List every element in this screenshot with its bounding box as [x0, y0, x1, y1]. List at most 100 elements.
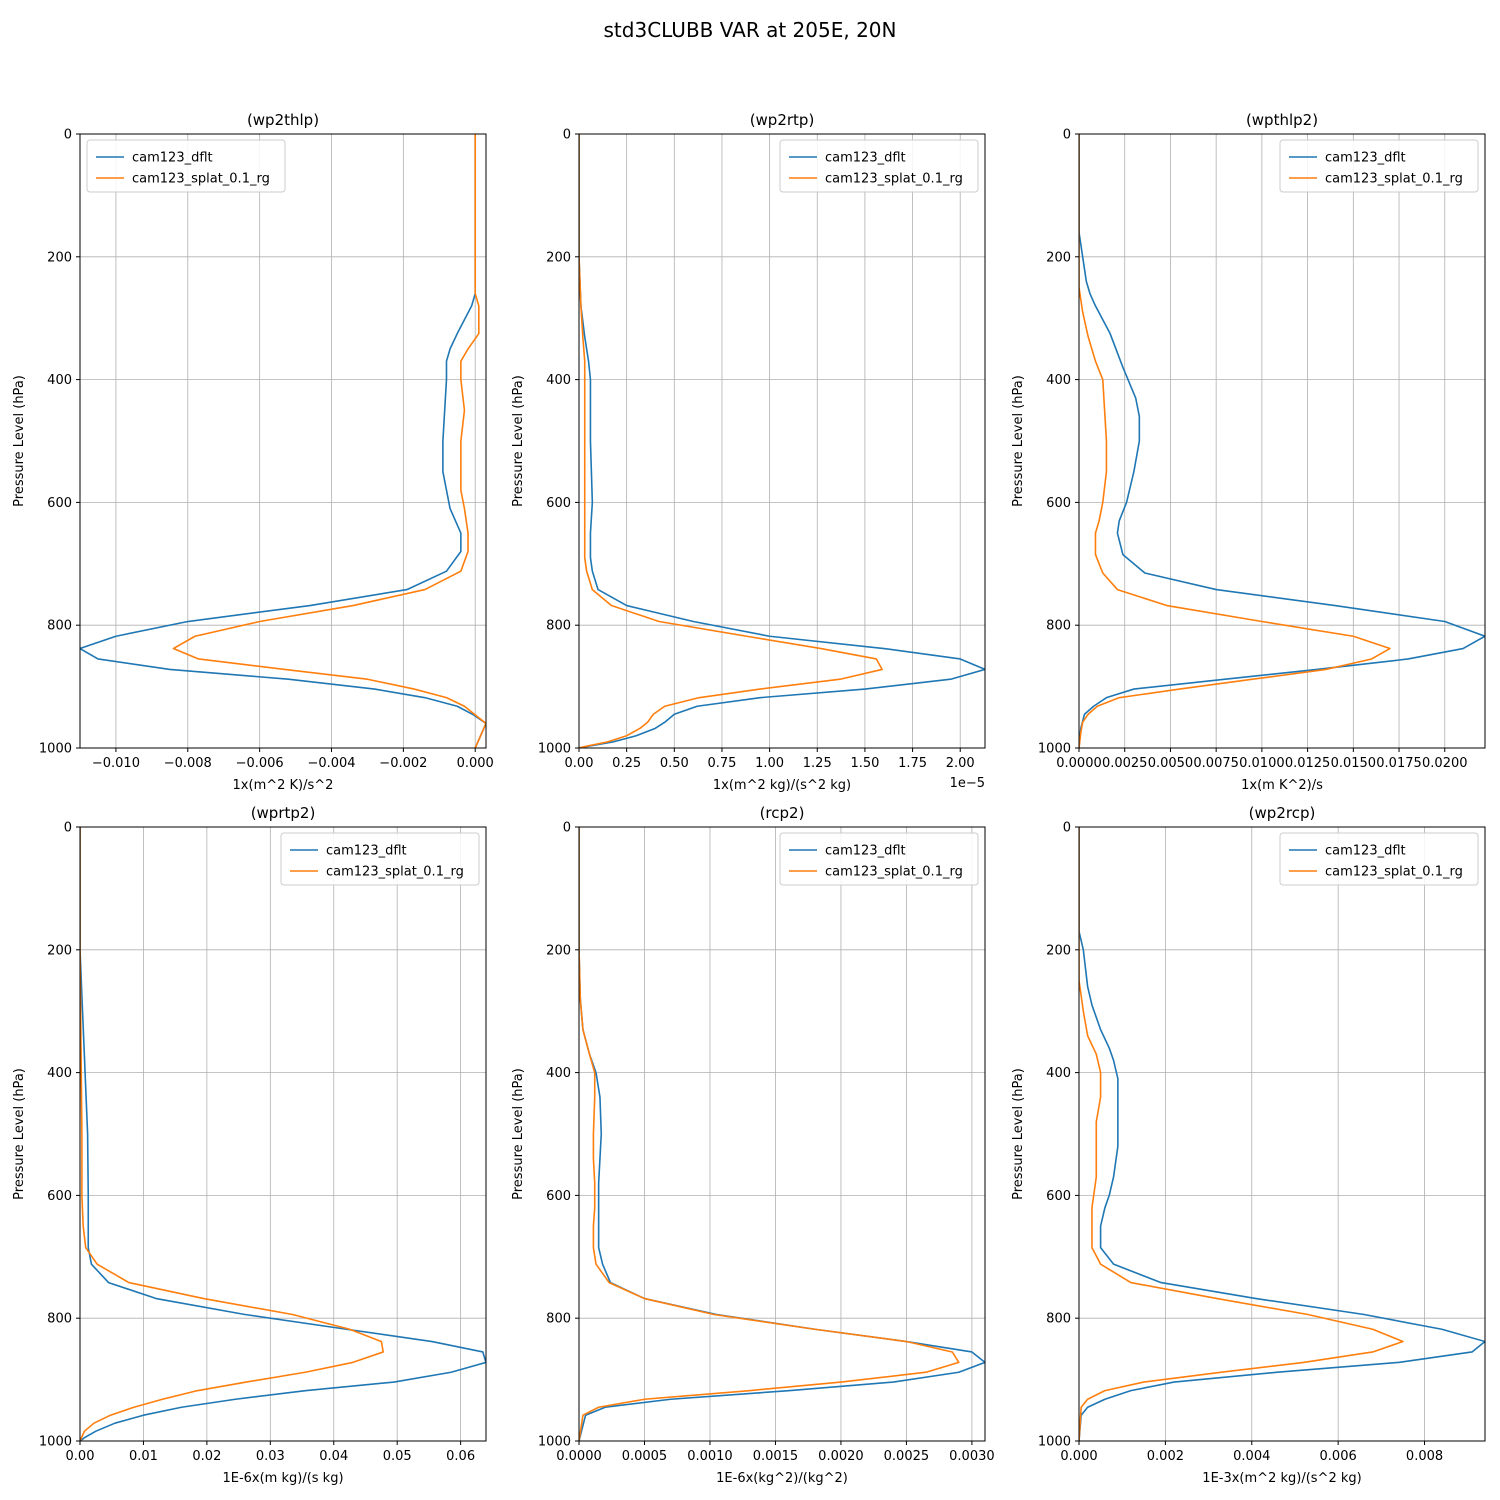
y-tick-label: 800 [1046, 619, 1071, 634]
x-tick-label: 0.0030 [949, 1449, 995, 1464]
legend-label-cam123_dflt: cam123_dflt [825, 151, 906, 166]
x-tick-label: 0.0005 [622, 1449, 668, 1464]
y-axis-label: Pressure Level (hPa) [12, 375, 27, 507]
axes-frame [578, 133, 986, 749]
x-tick-label: 2.00 [946, 756, 975, 771]
legend-label-cam123_dflt: cam123_dflt [1325, 151, 1406, 166]
x-tick-label: 1.75 [898, 756, 927, 771]
y-tick-label: 600 [1046, 496, 1071, 511]
legend-label-cam123_splat_0.1_rg: cam123_splat_0.1_rg [326, 865, 464, 880]
y-tick-label: 0 [64, 821, 72, 836]
x-tick-label: 0.0150 [1331, 756, 1377, 771]
x-tick-label: 1.25 [803, 756, 832, 771]
x-tick-label: 0.0025 [1102, 756, 1148, 771]
subplot-5: 0.0000 0.0005 0.0010 0.0015 0.0020 0.0025 0.00… [511, 804, 995, 1486]
x-tick-label: 0.008 [1406, 1449, 1443, 1464]
subplot-title: (wp2thlp) [247, 111, 319, 129]
x-tick-label: −0.006 [236, 756, 284, 771]
y-tick-label: 400 [47, 373, 72, 388]
y-tick-label: 400 [1046, 1066, 1071, 1081]
x-axis-label: 1E-3x(m^2 kg)/(s^2 kg) [1202, 1471, 1361, 1486]
x-tick-label: 0.006 [1320, 1449, 1357, 1464]
y-tick-label: 0 [1063, 128, 1071, 143]
legend: cam123_dflt cam123_splat_0.1_rg [779, 139, 979, 193]
x-tick-label: 0.0125 [1285, 756, 1331, 771]
axes-frame [79, 826, 487, 1442]
y-tick-label: 800 [47, 1312, 72, 1327]
subplot-2: 0.00 0.25 0.50 0.75 1.00 1.25 1.50 1.75 2.00 0 200… [511, 111, 986, 793]
y-tick-label: 1000 [39, 1435, 72, 1450]
x-tick-label: 0.05 [383, 1449, 412, 1464]
x-axis-label: 1E-6x(m kg)/(s kg) [222, 1471, 343, 1486]
x-tick-label: 1.00 [755, 756, 784, 771]
y-tick-label: 800 [1046, 1312, 1071, 1327]
series-line-cam123_splat_0.1_rg [80, 827, 385, 1441]
series-line-cam123_dflt [80, 827, 486, 1441]
axes-frame [79, 133, 487, 749]
series-line-cam123_splat_0.1_rg [1079, 134, 1391, 748]
legend-box [779, 139, 979, 193]
legend-label-cam123_splat_0.1_rg: cam123_splat_0.1_rg [825, 865, 963, 880]
y-tick-label: 400 [1046, 373, 1071, 388]
legend-box [779, 832, 979, 886]
legend-box [1279, 832, 1479, 886]
series-line-cam123_splat_0.1_rg [1079, 827, 1404, 1441]
y-tick-label: 600 [1046, 1189, 1071, 1204]
legend: cam123_dflt cam123_splat_0.1_rg [1279, 139, 1479, 193]
y-tick-label: 0 [563, 128, 571, 143]
x-tick-label: 0.0015 [753, 1449, 799, 1464]
y-tick-label: 200 [47, 943, 72, 958]
axes-frame [1078, 133, 1486, 749]
y-tick-label: 200 [546, 943, 571, 958]
x-tick-label: 0.0000 [1056, 756, 1102, 771]
y-axis-label: Pressure Level (hPa) [511, 1068, 526, 1200]
x-tick-label: 0.25 [612, 756, 641, 771]
x-axis-label: 1x(m^2 kg)/(s^2 kg) [713, 778, 851, 793]
x-tick-label: 0.0050 [1148, 756, 1194, 771]
series-line-cam123_dflt [579, 134, 985, 748]
y-axis-label: Pressure Level (hPa) [511, 375, 526, 507]
x-tick-label: 0.004 [1233, 1449, 1270, 1464]
y-tick-label: 800 [47, 619, 72, 634]
x-tick-label: −0.004 [307, 756, 355, 771]
legend: cam123_dflt cam123_splat_0.1_rg [1279, 832, 1479, 886]
series-line-cam123_dflt [80, 134, 486, 748]
figure-suptitle: std3CLUBB VAR at 205E, 20N [604, 18, 897, 42]
legend-label-cam123_splat_0.1_rg: cam123_splat_0.1_rg [132, 172, 270, 187]
y-axis-label: Pressure Level (hPa) [1011, 375, 1026, 507]
y-tick-label: 200 [1046, 250, 1071, 265]
legend-label-cam123_dflt: cam123_dflt [1325, 844, 1406, 859]
legend-label-cam123_dflt: cam123_dflt [825, 844, 906, 859]
y-tick-label: 1000 [538, 1435, 571, 1450]
legend-label-cam123_dflt: cam123_dflt [326, 844, 407, 859]
legend: cam123_dflt cam123_splat_0.1_rg [86, 139, 286, 193]
y-tick-label: 200 [546, 250, 571, 265]
y-tick-label: 200 [1046, 943, 1071, 958]
legend: cam123_dflt cam123_splat_0.1_rg [280, 832, 480, 886]
series-line-cam123_splat_0.1_rg [172, 134, 486, 748]
x-tick-label: 0.06 [446, 1449, 475, 1464]
x-tick-label: 0.0075 [1193, 756, 1239, 771]
y-tick-label: 600 [546, 496, 571, 511]
x-axis-label: 1x(m^2 K)/s^2 [233, 778, 334, 793]
x-tick-label: 0.02 [192, 1449, 221, 1464]
x-tick-label: 0.0025 [884, 1449, 930, 1464]
x-tick-label: −0.010 [92, 756, 140, 771]
x-tick-label: 0.75 [707, 756, 736, 771]
x-tick-label: 0.0020 [818, 1449, 864, 1464]
x-tick-label: 0.000 [457, 756, 494, 771]
y-tick-label: 600 [47, 1189, 72, 1204]
x-tick-label: 0.03 [256, 1449, 285, 1464]
y-tick-label: 0 [1063, 821, 1071, 836]
series-line-cam123_splat_0.1_rg [579, 827, 960, 1441]
x-tick-label: −0.008 [164, 756, 212, 771]
x-axis-label: 1E-6x(kg^2)/(kg^2) [716, 1471, 848, 1486]
x-tick-label: 0.0010 [687, 1449, 733, 1464]
y-tick-label: 0 [563, 821, 571, 836]
y-tick-label: 400 [47, 1066, 72, 1081]
subplot-title: (wpthlp2) [1246, 111, 1318, 129]
x-tick-label: −0.002 [379, 756, 427, 771]
y-tick-label: 200 [47, 250, 72, 265]
x-tick-label: 0.0000 [556, 1449, 602, 1464]
